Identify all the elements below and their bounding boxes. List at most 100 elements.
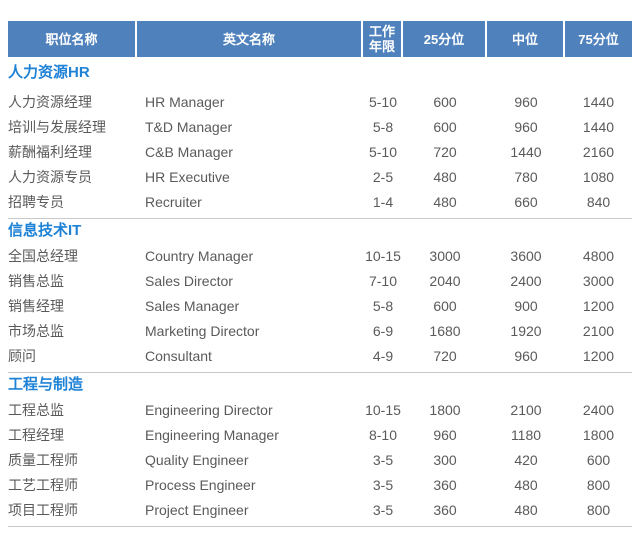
cell-median: 2100 — [510, 401, 542, 418]
table-header-row: 职位名称 英文名称 工作年限 25分位 中位 75分位 — [8, 21, 632, 57]
cell-median: 2400 — [510, 272, 542, 289]
cell-p25: 480 — [433, 168, 457, 185]
cell-p25: 480 — [433, 193, 457, 210]
cell-work-years: 7-10 — [368, 272, 398, 289]
cell-position: 顾问 — [8, 347, 36, 364]
column-header-median: 中位 — [487, 21, 565, 57]
cell-p25: 3000 — [429, 247, 461, 264]
column-header-p25: 25分位 — [403, 21, 487, 57]
cell-p75: 1800 — [582, 426, 615, 443]
cell-english-name: Process Engineer — [145, 476, 256, 493]
cell-english-name: Sales Director — [145, 272, 233, 289]
table-row: 市场总监 Marketing Director 6-9 1680 1920 2100 — [8, 318, 632, 343]
table-row: 薪酬福利经理 C&B Manager 5-10 720 1440 2160 — [8, 139, 632, 164]
cell-p75: 2160 — [582, 143, 615, 160]
cell-p75: 1440 — [582, 93, 615, 110]
cell-english-name: HR Executive — [145, 168, 230, 185]
cell-p25: 600 — [433, 297, 457, 314]
cell-p75: 600 — [586, 451, 611, 468]
cell-work-years: 4-9 — [372, 347, 394, 364]
cell-work-years: 10-15 — [365, 401, 401, 418]
cell-p75: 3000 — [582, 272, 615, 289]
section-title: 人力资源HR — [8, 64, 90, 81]
cell-median: 1180 — [510, 426, 542, 443]
cell-p75: 1440 — [582, 118, 615, 135]
cell-work-years: 2-5 — [372, 168, 394, 185]
cell-p75: 1200 — [582, 297, 615, 314]
table-row: 工程经理 Engineering Manager 8-10 960 1180 1800 — [8, 422, 632, 447]
cell-position: 人力资源经理 — [8, 93, 92, 110]
table-body: 人力资源HR 人力资源经理 HR Manager 5-10 600 960 1440 培训与发… — [8, 57, 632, 527]
cell-position: 招聘专员 — [8, 193, 64, 210]
table-section: 工程与制造工程总监 Engineering Director 10-15 1800 21… — [8, 373, 632, 527]
table-row: 培训与发展经理 T&D Manager 5-8 600 960 1440 — [8, 114, 632, 139]
cell-p25: 1680 — [429, 322, 461, 339]
cell-median: 480 — [514, 501, 538, 518]
cell-position: 培训与发展经理 — [8, 118, 106, 135]
cell-p75: 4800 — [582, 247, 615, 264]
cell-position: 工程经理 — [8, 426, 64, 443]
table-row: 招聘专员 Recruiter 1-4 480 660 840 — [8, 189, 632, 214]
cell-work-years: 8-10 — [368, 426, 398, 443]
cell-position: 质量工程师 — [8, 451, 78, 468]
cell-p25: 720 — [433, 143, 457, 160]
cell-work-years: 1-4 — [372, 193, 394, 210]
cell-median: 960 — [514, 347, 538, 364]
cell-median: 780 — [514, 168, 538, 185]
cell-work-years: 6-9 — [372, 322, 394, 339]
salary-table: 职位名称 英文名称 工作年限 25分位 中位 75分位 人力资源HR 人力资源经理 HR Ma… — [8, 21, 632, 527]
cell-work-years: 3-5 — [372, 476, 394, 493]
column-header-english-name: 英文名称 — [137, 21, 363, 57]
cell-p25: 600 — [433, 93, 457, 110]
cell-work-years: 5-10 — [368, 143, 398, 160]
cell-english-name: Engineering Director — [145, 401, 273, 418]
section-divider — [8, 372, 632, 373]
table-section: 人力资源HR 人力资源经理 HR Manager 5-10 600 960 1440 培训与发… — [8, 57, 632, 219]
table-row: 全国总经理 Country Manager 10-15 3000 3600 4800 — [8, 243, 632, 268]
cell-position: 销售经理 — [8, 297, 64, 314]
cell-median: 960 — [514, 93, 538, 110]
cell-position: 销售总监 — [8, 272, 64, 289]
cell-median: 660 — [514, 193, 538, 210]
cell-p75: 800 — [586, 476, 611, 493]
cell-work-years: 5-8 — [372, 118, 394, 135]
column-header-p75: 75分位 — [565, 21, 632, 57]
cell-p25: 1800 — [429, 401, 461, 418]
cell-english-name: Marketing Director — [145, 322, 260, 339]
cell-position: 全国总经理 — [8, 247, 78, 264]
cell-p75: 2400 — [582, 401, 615, 418]
cell-position: 薪酬福利经理 — [8, 143, 92, 160]
cell-work-years: 5-10 — [368, 93, 398, 110]
table-row: 销售经理 Sales Manager 5-8 600 900 1200 — [8, 293, 632, 318]
column-header-work-years: 工作年限 — [363, 21, 403, 57]
cell-english-name: Quality Engineer — [145, 451, 249, 468]
cell-p25: 960 — [433, 426, 457, 443]
cell-work-years: 10-15 — [365, 247, 401, 264]
section-title: 信息技术IT — [8, 222, 82, 239]
section-divider — [8, 526, 632, 527]
table-row: 人力资源经理 HR Manager 5-10 600 960 1440 — [8, 89, 632, 114]
table-section: 信息技术IT 全国总经理 Country Manager 10-15 3000 3600 4… — [8, 219, 632, 373]
cell-median: 420 — [514, 451, 538, 468]
cell-work-years: 3-5 — [372, 451, 394, 468]
cell-position: 人力资源专员 — [8, 168, 92, 185]
cell-p25: 720 — [433, 347, 457, 364]
cell-p75: 1080 — [582, 168, 615, 185]
cell-english-name: Recruiter — [145, 193, 202, 210]
cell-p25: 600 — [433, 118, 457, 135]
table-row: 工程总监 Engineering Director 10-15 1800 2100 240… — [8, 397, 632, 422]
cell-median: 3600 — [510, 247, 542, 264]
cell-p75: 800 — [586, 501, 611, 518]
cell-p25: 360 — [433, 501, 457, 518]
cell-p25: 2040 — [429, 272, 461, 289]
cell-english-name: Sales Manager — [145, 297, 240, 314]
cell-median: 480 — [514, 476, 538, 493]
cell-p75: 840 — [586, 193, 611, 210]
cell-position: 工程总监 — [8, 401, 64, 418]
section-title: 工程与制造 — [8, 376, 84, 393]
column-header-position: 职位名称 — [8, 21, 137, 57]
cell-english-name: HR Manager — [145, 93, 225, 110]
cell-english-name: Engineering Manager — [145, 426, 279, 443]
table-row: 销售总监 Sales Director 7-10 2040 2400 3000 — [8, 268, 632, 293]
cell-english-name: C&B Manager — [145, 143, 233, 160]
